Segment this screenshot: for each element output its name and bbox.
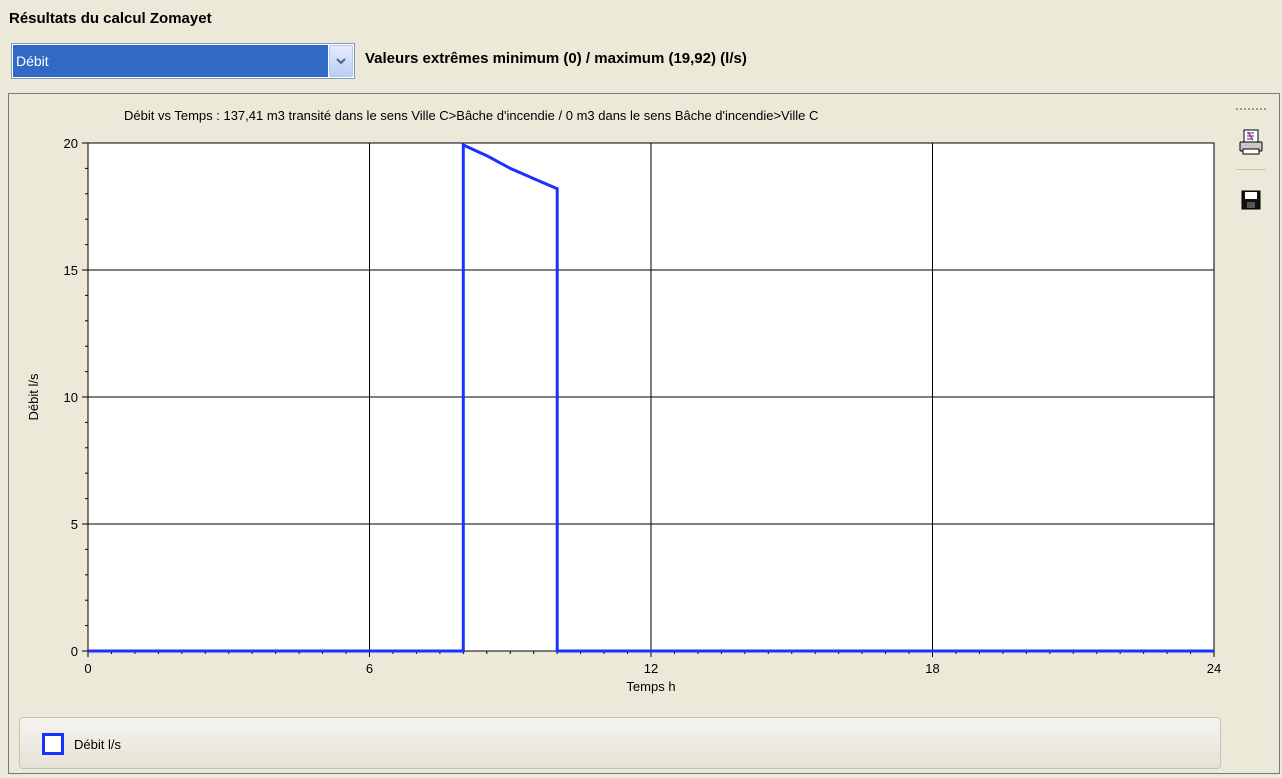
- y-axis-label: Débit l/s: [26, 373, 41, 420]
- legend-swatch: [42, 733, 64, 755]
- x-tick-label: 24: [1207, 661, 1221, 676]
- toolbar-grip[interactable]: [1236, 108, 1266, 110]
- y-tick-label: 0: [71, 644, 78, 659]
- chart-title: Débit vs Temps : 137,41 m3 transité dans…: [124, 108, 819, 123]
- toolbar-separator: [1236, 169, 1266, 170]
- x-tick-label: 12: [644, 661, 658, 676]
- y-tick-label: 5: [71, 517, 78, 532]
- variable-select-value[interactable]: Débit: [13, 45, 328, 77]
- x-tick-label: 18: [925, 661, 939, 676]
- chevron-down-icon[interactable]: [329, 45, 353, 77]
- print-preview-icon[interactable]: [1237, 128, 1265, 156]
- x-tick-label: 6: [366, 661, 373, 676]
- x-tick-label: 0: [84, 661, 91, 676]
- series-line-debit: [88, 142, 1214, 653]
- legend-label: Débit l/s: [74, 737, 121, 752]
- y-tick-label: 15: [64, 263, 78, 278]
- y-tick-label: 10: [64, 390, 78, 405]
- x-axis-label: Temps h: [626, 679, 675, 694]
- page-title: Résultats du calcul Zomayet: [9, 10, 212, 27]
- variable-select[interactable]: Débit: [11, 43, 355, 79]
- y-tick-label: 20: [64, 136, 78, 151]
- extremes-label: Valeurs extrêmes minimum (0) / maximum (…: [365, 50, 747, 67]
- chart-legend: Débit l/s: [19, 717, 1221, 769]
- save-disk-icon[interactable]: [1237, 186, 1265, 214]
